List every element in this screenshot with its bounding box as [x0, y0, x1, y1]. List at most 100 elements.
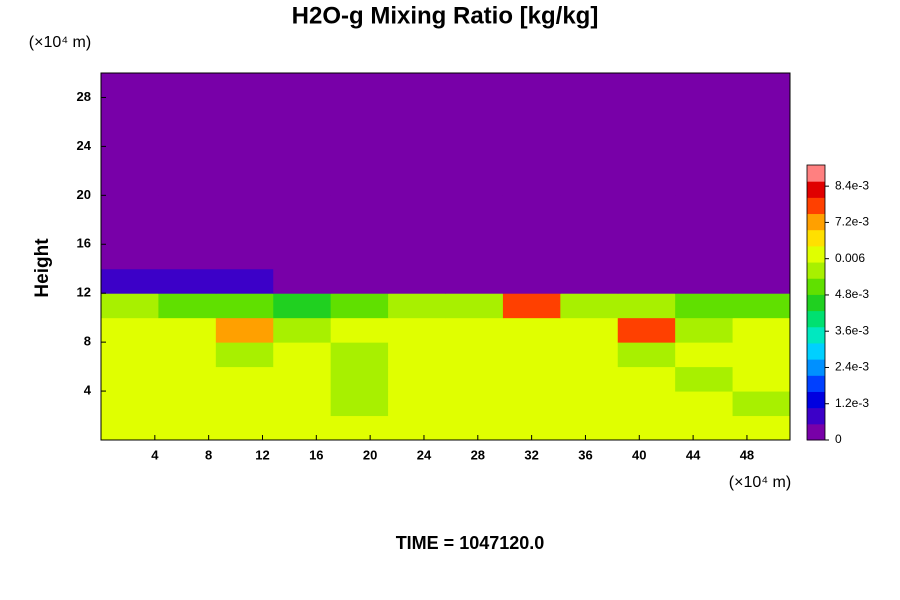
heat-cell — [215, 268, 274, 294]
heat-cell — [675, 268, 734, 294]
colorbar-swatch — [807, 375, 825, 392]
heat-cell — [273, 317, 332, 343]
heat-cell — [675, 73, 734, 98]
heat-cell — [215, 73, 274, 98]
heat-cell — [445, 244, 504, 270]
colorbar-swatch — [807, 213, 825, 231]
heat-cell — [273, 146, 332, 172]
heat-cell — [215, 146, 274, 172]
colorbar-tick-label: 1.2e-3 — [835, 396, 869, 410]
heat-cell — [732, 293, 791, 319]
heat-cell — [502, 195, 561, 221]
heat-cell — [675, 195, 734, 221]
heat-cell — [330, 97, 389, 123]
heat-cell — [445, 342, 504, 368]
heat-cell — [617, 293, 676, 319]
heat-cell — [215, 391, 274, 417]
heat-cell — [330, 219, 389, 245]
heat-cell — [330, 195, 389, 221]
heat-cell — [502, 366, 561, 392]
heat-cell — [388, 391, 446, 417]
heat-cell — [101, 268, 159, 294]
heat-cell — [732, 268, 791, 294]
heat-cell — [330, 415, 389, 441]
heat-cell — [388, 121, 446, 147]
footer: TIME = 1047120.0 — [396, 533, 545, 553]
heat-cell — [502, 170, 561, 196]
heat-cell — [560, 268, 619, 294]
colorbar-tick-label: 8.4e-3 — [835, 178, 869, 192]
x-unit: (×10⁴ m) — [729, 474, 791, 491]
heat-cell — [617, 268, 676, 294]
heat-cell — [158, 244, 217, 270]
x-tick-label: 32 — [524, 447, 538, 462]
heat-cell — [732, 97, 791, 123]
heat-cell — [330, 366, 389, 392]
heat-cell — [158, 317, 217, 343]
heat-cell — [617, 146, 676, 172]
heat-cell — [388, 97, 446, 123]
heat-cell — [330, 293, 389, 319]
heat-cell — [101, 415, 159, 441]
heat-cell — [388, 293, 446, 319]
heat-cell — [502, 73, 561, 98]
heat-cell — [273, 97, 332, 123]
heat-cell — [273, 170, 332, 196]
heat-cell — [675, 415, 734, 441]
colorbar-swatch — [807, 407, 825, 425]
plot-frame — [100, 72, 791, 441]
heat-cell — [445, 170, 504, 196]
heat-cell — [560, 391, 619, 417]
heat-cell — [273, 121, 332, 147]
heat-cell — [732, 146, 791, 172]
heat-cell — [273, 268, 332, 294]
y-tick-label: 4 — [84, 383, 92, 398]
heat-cell — [445, 195, 504, 221]
heat-cell — [445, 268, 504, 294]
heat-cell — [617, 170, 676, 196]
heat-cell — [617, 121, 676, 147]
colorbar-swatch — [807, 359, 825, 376]
heat-cell — [215, 415, 274, 441]
heat-cell — [617, 366, 676, 392]
colorbar-tick-label: 0 — [835, 432, 842, 446]
heat-cell — [502, 268, 561, 294]
heat-cell — [158, 73, 217, 98]
heat-cell — [732, 195, 791, 221]
colorbar-swatch — [807, 310, 825, 328]
heat-cell — [158, 97, 217, 123]
heat-cell — [617, 244, 676, 270]
heat-cell — [445, 97, 504, 123]
heat-cell — [273, 219, 332, 245]
heat-cell — [732, 366, 791, 392]
heat-cell — [158, 268, 217, 294]
heat-cell — [158, 293, 217, 319]
heat-cell — [101, 146, 159, 172]
heat-cell — [388, 268, 446, 294]
chart-title: H2O-g Mixing Ratio [kg/kg] — [292, 2, 599, 29]
heat-cell — [675, 244, 734, 270]
heat-cell — [330, 121, 389, 147]
heat-cell — [675, 97, 734, 123]
heat-cell — [732, 342, 791, 368]
heat-cell — [273, 73, 332, 98]
colorbar-swatch — [807, 165, 825, 182]
colorbar-swatch — [807, 181, 825, 198]
heat-cell — [617, 97, 676, 123]
heat-cell — [445, 219, 504, 245]
heat-cell — [388, 317, 446, 343]
heat-cell — [617, 219, 676, 245]
heat-cell — [445, 391, 504, 417]
heat-cell — [675, 219, 734, 245]
y-tick-label: 12 — [77, 285, 91, 300]
x-tick-label: 8 — [205, 447, 212, 462]
heat-cell — [445, 366, 504, 392]
heat-cell — [560, 121, 619, 147]
heat-cell — [388, 415, 446, 441]
colorbar-swatch — [807, 342, 825, 360]
x-tick-label: 24 — [417, 447, 432, 462]
heat-cell — [215, 317, 274, 343]
heat-cell — [560, 293, 619, 319]
